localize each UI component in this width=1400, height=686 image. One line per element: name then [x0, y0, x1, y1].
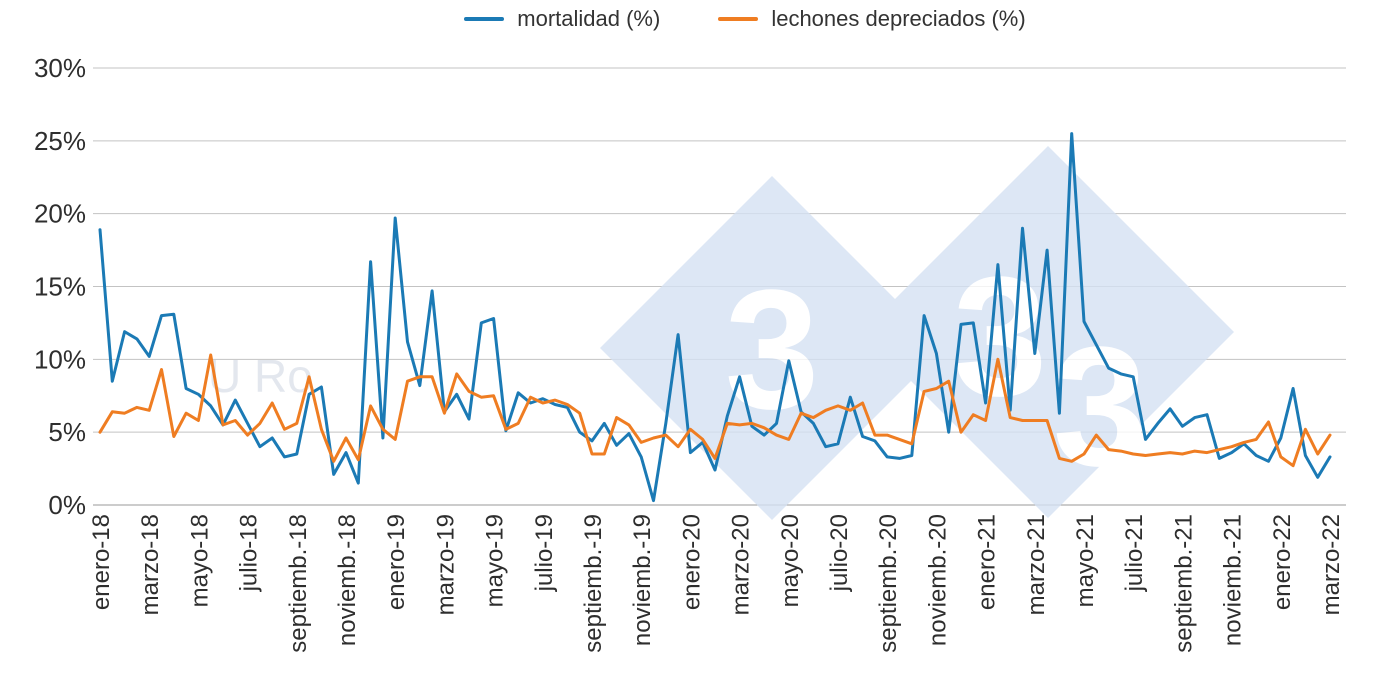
x-tick-label: marzo-18: [137, 514, 164, 615]
x-tick-label: enero-22: [1269, 514, 1296, 610]
x-tick-label: septiemb.-21: [1170, 514, 1197, 653]
legend-label-lechones: lechones depreciados (%): [771, 6, 1026, 31]
x-tick-label: mayo-21: [1072, 514, 1099, 607]
y-tick-label: 25%: [34, 126, 86, 156]
x-tick-label: septiemb.-18: [285, 514, 312, 653]
legend-swatch-mortalidad-icon: [464, 17, 505, 21]
watermark-digit: 3: [1053, 312, 1148, 502]
x-tick-label: noviemb.-21: [1220, 514, 1247, 646]
y-tick-label: 15%: [34, 272, 86, 302]
legend-item-lechones: lechones depreciados (%): [718, 6, 1026, 32]
legend-label-mortalidad: mortalidad (%): [517, 6, 661, 31]
x-tick-label: enero-20: [678, 514, 705, 610]
y-tick-label: 30%: [34, 53, 86, 83]
series-group: [98, 132, 1332, 503]
x-tick-label: noviemb.-20: [924, 514, 951, 646]
y-tick-label: 0%: [48, 490, 86, 520]
x-tick-label: mayo-19: [482, 514, 509, 607]
x-tick-label: mayo-20: [777, 514, 804, 607]
x-tick-label: enero-18: [88, 514, 115, 610]
series-line-mortalidad: [98, 132, 1332, 503]
x-tick-label: enero-19: [383, 514, 410, 610]
watermark: 3 3 3U Ro: [208, 146, 1234, 520]
x-tick-label: julio-18: [236, 514, 263, 592]
x-tick-label: septiemb.-20: [875, 514, 902, 653]
x-tick-label: septiemb.-19: [580, 514, 607, 653]
legend-swatch-lechones-icon: [718, 17, 759, 21]
x-tick-label: julio-21: [1121, 514, 1148, 592]
x-tick-label: marzo-20: [728, 514, 755, 615]
watermark-diamond: [862, 146, 1234, 518]
legend: mortalidad (%) lechones depreciados (%): [45, 6, 1400, 32]
x-tick-label: noviemb.-19: [629, 514, 656, 646]
y-tick-label: 20%: [34, 199, 86, 229]
legend-item-mortalidad: mortalidad (%): [464, 6, 660, 32]
x-axis-labels-group: enero-18 marzo-18 mayo-18 julio-18 septiemb.…: [88, 514, 1345, 653]
y-tick-label: 5%: [48, 417, 86, 447]
x-tick-label: noviemb.-18: [334, 514, 361, 646]
x-tick-label: enero-21: [974, 514, 1001, 610]
x-tick-label: julio-20: [826, 514, 853, 592]
series-line-lechones: [98, 353, 1332, 468]
y-tick-label: 10%: [34, 344, 86, 374]
x-tick-label: marzo-22: [1318, 514, 1345, 615]
watermark-text: U Ro: [208, 350, 313, 402]
x-tick-label: marzo-19: [432, 514, 459, 615]
x-tick-label: julio-19: [531, 514, 558, 592]
x-tick-label: mayo-18: [186, 514, 213, 607]
x-tick-label: marzo-21: [1023, 514, 1050, 615]
